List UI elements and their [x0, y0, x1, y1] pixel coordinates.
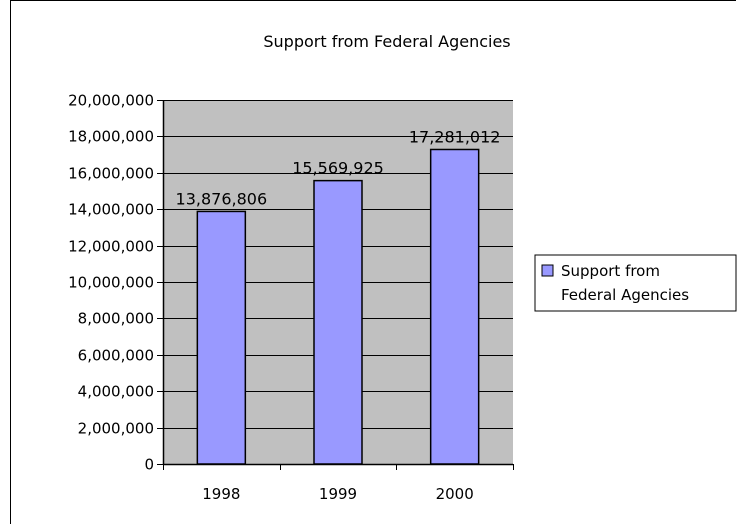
legend-box	[534, 254, 737, 312]
plot-area: 0 2,000,000 4,000,000 6,000,000 8,000,000 10,…	[68, 92, 514, 503]
y-tick-label: 16,000,000	[68, 165, 154, 183]
legend-label-line-1: Support from	[561, 262, 660, 280]
y-tick-label: 4,000,000	[78, 383, 154, 401]
chart-title: Support from Federal Agencies	[263, 32, 510, 51]
y-tick-label: 0	[144, 456, 154, 474]
bar-1999	[313, 179, 363, 465]
bar-chart: Support from Federal Agencies 0 2,000,000…	[68, 32, 737, 503]
y-tick-label: 18,000,000	[68, 128, 154, 146]
legend-label-line-2: Federal Agencies	[561, 286, 689, 304]
legend-swatch	[541, 264, 554, 277]
x-tick-label: 1998	[202, 485, 240, 503]
y-tick-label: 6,000,000	[78, 347, 154, 365]
y-tick-label: 10,000,000	[68, 274, 154, 292]
data-label-1999: 15,569,925	[292, 159, 384, 178]
chart-container: Support from Federal Agencies 0 2,000,000…	[10, 0, 737, 524]
data-label-2000: 17,281,012	[409, 127, 501, 146]
data-label-1998: 13,876,806	[176, 189, 268, 208]
x-tick-label: 2000	[436, 485, 474, 503]
legend: Support from Federal Agencies	[534, 254, 737, 312]
y-tick-label: 12,000,000	[68, 238, 154, 256]
x-tick-label: 1999	[319, 485, 357, 503]
y-tick-label: 14,000,000	[68, 201, 154, 219]
bar-2000	[429, 148, 480, 465]
y-tick-label: 2,000,000	[78, 420, 154, 438]
y-tick-label: 20,000,000	[68, 92, 154, 110]
bar-1998	[196, 210, 247, 465]
y-tick-label: 8,000,000	[78, 310, 154, 328]
